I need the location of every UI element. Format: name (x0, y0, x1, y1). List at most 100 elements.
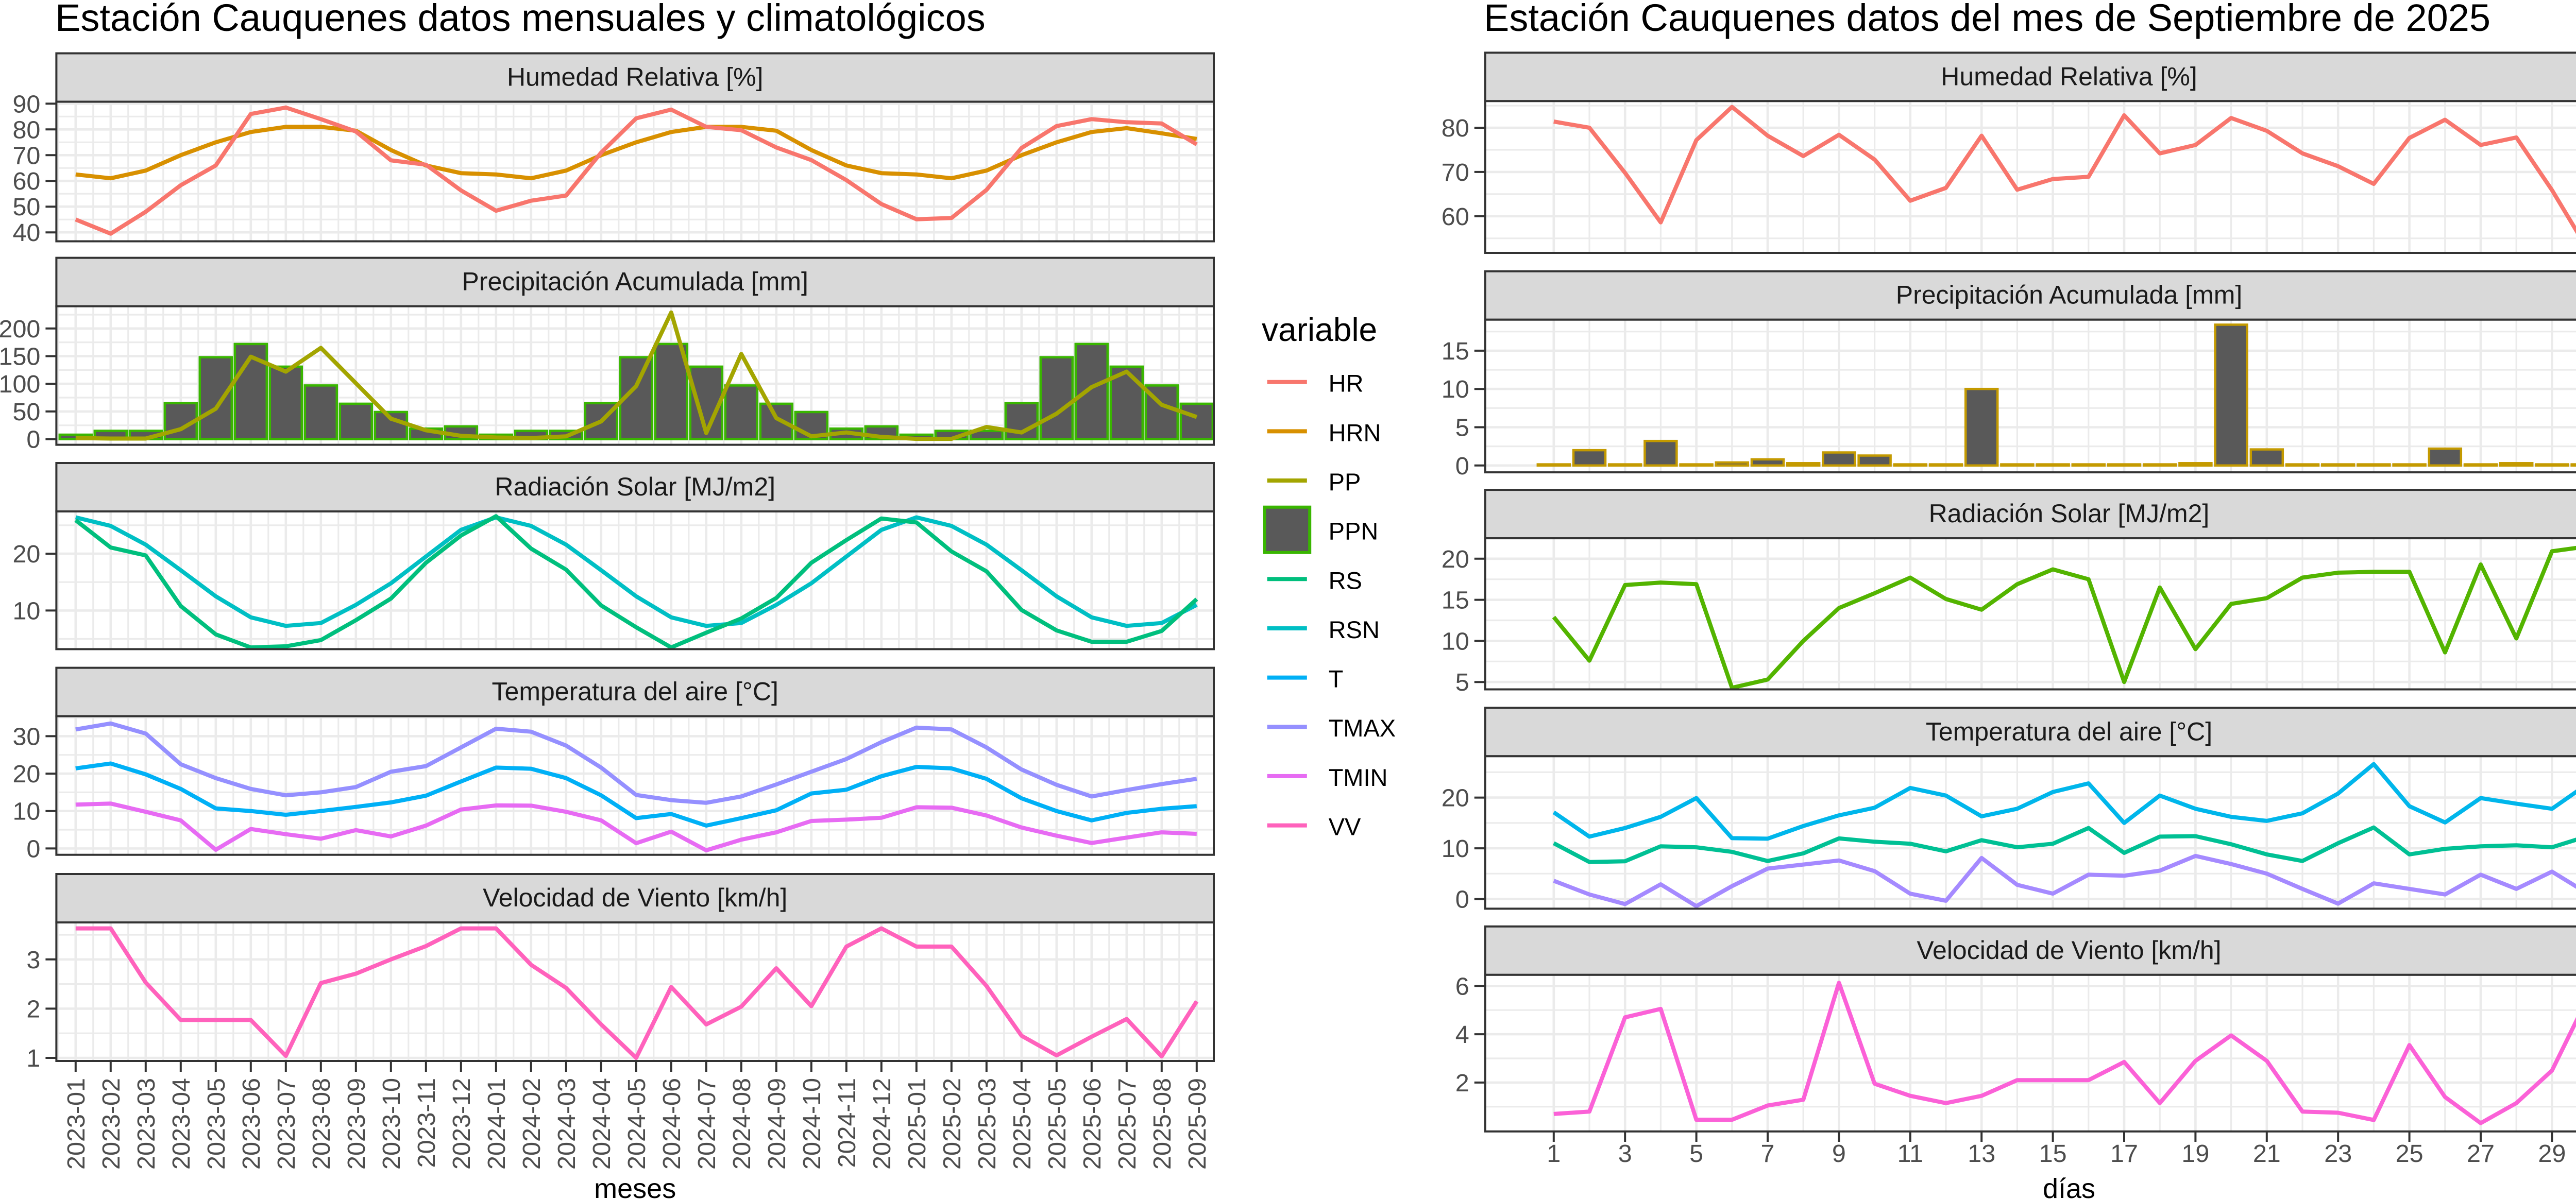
svg-text:variable: variable (1262, 311, 1377, 348)
svg-text:1: 1 (26, 1044, 40, 1072)
svg-text:HR: HR (1329, 370, 1364, 397)
svg-text:Estación Cauquenes datos del m: Estación Cauquenes datos del mes de Sept… (1484, 0, 2490, 39)
svg-text:17: 17 (2110, 1140, 2138, 1168)
svg-text:Velocidad de Viento [km/h]: Velocidad de Viento [km/h] (483, 883, 787, 912)
svg-text:PP: PP (1329, 468, 1361, 495)
svg-text:Estación Cauquenes datos mensu: Estación Cauquenes datos mensuales y cli… (55, 0, 986, 39)
svg-text:60: 60 (12, 167, 40, 195)
svg-text:Temperatura del aire [°C]: Temperatura del aire [°C] (492, 677, 778, 706)
svg-text:50: 50 (12, 398, 40, 426)
svg-text:5: 5 (1455, 669, 1469, 696)
svg-text:días: días (2043, 1173, 2095, 1199)
svg-text:40: 40 (12, 219, 40, 247)
svg-text:2023-04: 2023-04 (167, 1078, 195, 1170)
svg-text:29: 29 (2538, 1140, 2566, 1168)
svg-text:5: 5 (1455, 414, 1469, 442)
svg-text:15: 15 (2039, 1140, 2067, 1168)
svg-text:HRN: HRN (1329, 419, 1381, 446)
svg-text:2025-03: 2025-03 (973, 1078, 1001, 1170)
svg-text:20: 20 (12, 540, 40, 568)
svg-text:2023-06: 2023-06 (238, 1078, 265, 1170)
svg-text:21: 21 (2253, 1140, 2281, 1168)
svg-text:Radiación Solar [MJ/m2]: Radiación Solar [MJ/m2] (1929, 499, 2210, 528)
svg-text:0: 0 (26, 426, 40, 454)
svg-text:30: 30 (12, 723, 40, 750)
svg-text:Radiación Solar [MJ/m2]: Radiación Solar [MJ/m2] (495, 472, 775, 501)
svg-text:3: 3 (1618, 1140, 1632, 1168)
svg-text:2024-08: 2024-08 (728, 1078, 756, 1170)
svg-text:2025-02: 2025-02 (938, 1078, 966, 1170)
svg-text:2023-07: 2023-07 (273, 1078, 300, 1170)
svg-text:2025-04: 2025-04 (1008, 1078, 1036, 1170)
svg-text:2023-01: 2023-01 (62, 1078, 90, 1170)
svg-text:150: 150 (0, 343, 40, 371)
svg-text:100: 100 (0, 370, 40, 398)
svg-text:20: 20 (1442, 545, 1469, 573)
svg-text:10: 10 (1442, 835, 1469, 863)
svg-text:2025-08: 2025-08 (1148, 1078, 1176, 1170)
svg-text:1: 1 (1547, 1140, 1561, 1168)
svg-text:15: 15 (1442, 587, 1469, 614)
svg-text:13: 13 (1968, 1140, 1995, 1168)
svg-text:27: 27 (2467, 1140, 2495, 1168)
svg-text:2023-09: 2023-09 (343, 1078, 370, 1170)
svg-text:2025-05: 2025-05 (1043, 1078, 1071, 1170)
svg-text:4: 4 (1455, 1021, 1469, 1049)
svg-text:2024-06: 2024-06 (658, 1078, 686, 1170)
svg-text:20: 20 (1442, 784, 1469, 812)
svg-text:6: 6 (1455, 972, 1469, 1000)
svg-text:2023-10: 2023-10 (378, 1078, 405, 1170)
svg-text:Temperatura del aire [°C]: Temperatura del aire [°C] (1926, 717, 2212, 746)
svg-text:PPN: PPN (1329, 518, 1379, 545)
svg-text:Precipitación Acumulada [mm]: Precipitación Acumulada [mm] (1896, 281, 2243, 310)
svg-text:2: 2 (26, 995, 40, 1023)
svg-text:2024-03: 2024-03 (553, 1078, 581, 1170)
svg-text:10: 10 (12, 597, 40, 625)
svg-text:2024-10: 2024-10 (798, 1078, 826, 1170)
svg-text:2024-12: 2024-12 (868, 1078, 896, 1170)
svg-text:2024-01: 2024-01 (483, 1078, 511, 1170)
svg-text:20: 20 (12, 760, 40, 788)
svg-text:Velocidad de Viento [km/h]: Velocidad de Viento [km/h] (1917, 936, 2221, 965)
svg-text:11: 11 (1897, 1140, 1923, 1168)
svg-text:200: 200 (0, 315, 40, 343)
svg-text:2023-12: 2023-12 (448, 1078, 476, 1170)
svg-text:RS: RS (1329, 567, 1362, 594)
svg-text:T: T (1329, 665, 1344, 693)
svg-text:TMAX: TMAX (1329, 714, 1396, 742)
svg-text:2025-07: 2025-07 (1113, 1078, 1141, 1170)
svg-text:2023-05: 2023-05 (202, 1078, 230, 1170)
svg-text:2023-02: 2023-02 (97, 1078, 125, 1170)
svg-text:10: 10 (1442, 627, 1469, 655)
svg-text:2024-11: 2024-11 (833, 1078, 861, 1168)
svg-text:10: 10 (12, 798, 40, 826)
svg-text:19: 19 (2181, 1140, 2209, 1168)
svg-text:90: 90 (12, 90, 40, 118)
svg-text:2023-11: 2023-11 (413, 1078, 440, 1168)
svg-text:RSN: RSN (1329, 616, 1380, 643)
svg-text:9: 9 (1832, 1140, 1846, 1168)
svg-text:2024-02: 2024-02 (518, 1078, 546, 1170)
svg-text:25: 25 (2396, 1140, 2424, 1168)
svg-text:meses: meses (594, 1173, 676, 1199)
svg-text:2024-09: 2024-09 (763, 1078, 791, 1170)
svg-text:0: 0 (1455, 886, 1469, 914)
svg-text:Humedad Relativa [%]: Humedad Relativa [%] (1941, 62, 2197, 91)
svg-text:10: 10 (1442, 375, 1469, 403)
svg-text:80: 80 (12, 116, 40, 144)
svg-text:15: 15 (1442, 337, 1469, 365)
svg-text:2024-07: 2024-07 (693, 1078, 721, 1170)
svg-text:60: 60 (1442, 203, 1469, 231)
svg-text:Precipitación Acumulada [mm]: Precipitación Acumulada [mm] (462, 267, 808, 296)
svg-text:50: 50 (12, 193, 40, 221)
svg-text:0: 0 (26, 835, 40, 863)
svg-text:Humedad Relativa [%]: Humedad Relativa [%] (507, 63, 763, 92)
svg-text:2025-06: 2025-06 (1078, 1078, 1106, 1170)
svg-text:23: 23 (2324, 1140, 2352, 1168)
svg-text:2023-03: 2023-03 (132, 1078, 160, 1170)
svg-text:2024-05: 2024-05 (623, 1078, 651, 1170)
svg-text:VV: VV (1329, 813, 1361, 841)
svg-text:2025-01: 2025-01 (903, 1078, 931, 1170)
svg-text:7: 7 (1761, 1140, 1775, 1168)
svg-text:70: 70 (12, 142, 40, 169)
